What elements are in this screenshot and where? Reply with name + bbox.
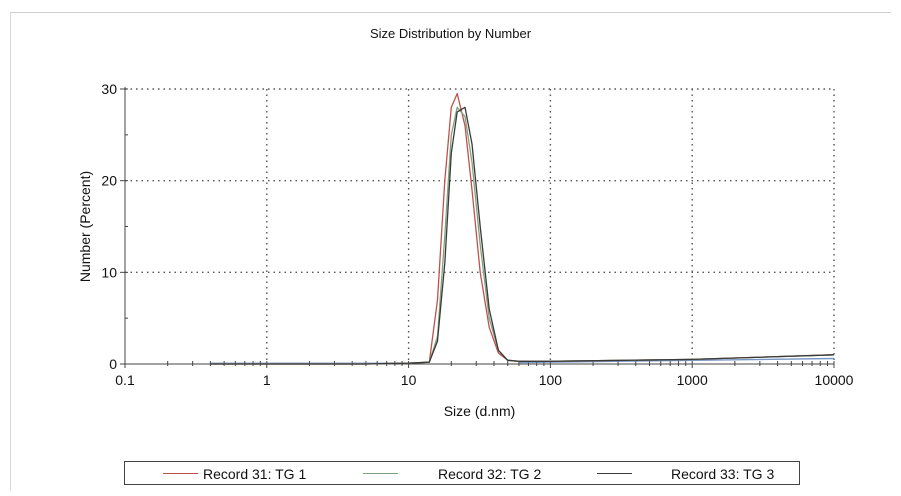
y-tick-label: 20	[101, 173, 117, 189]
legend-swatch-record-32	[363, 473, 398, 474]
legend-swatch-record-31	[163, 473, 198, 474]
y-tick-label: 0	[109, 356, 117, 372]
x-tick-label: 1000	[677, 372, 708, 388]
series-line-3	[210, 106, 835, 365]
baseline-trace-right	[518, 357, 835, 364]
x-tick-label: 10000	[815, 372, 854, 388]
x-tick-label: 1	[263, 372, 271, 388]
chart-frame	[10, 12, 891, 491]
x-axis-label: Size (d.nm)	[444, 403, 516, 419]
series-line-1	[210, 92, 835, 365]
x-tick-label: 0.1	[115, 372, 135, 388]
y-tick-label: 10	[101, 264, 117, 280]
chart-legend: Record 31: TG 1 Record 32: TG 2 Record 3…	[124, 461, 800, 485]
y-tick-label: 30	[101, 81, 117, 97]
x-tick-label: 10	[401, 372, 417, 388]
chart-title: Size Distribution by Number	[369, 26, 532, 41]
x-tick-label: 100	[539, 372, 563, 388]
legend-label-record-31: Record 31: TG 1	[203, 466, 307, 482]
y-axis-label: Number (Percent)	[77, 171, 93, 282]
legend-label-record-32: Record 32: TG 2	[438, 466, 542, 482]
legend-swatch-record-33	[597, 473, 632, 474]
legend-label-record-33: Record 33: TG 3	[671, 466, 775, 482]
series-line-2	[210, 106, 835, 365]
